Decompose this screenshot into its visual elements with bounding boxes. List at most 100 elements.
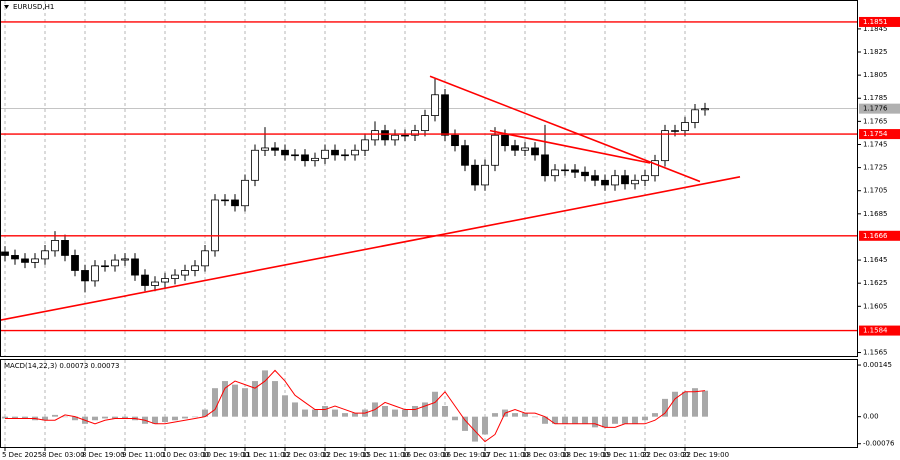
candle-body [611, 175, 619, 186]
menu-arrow [4, 5, 9, 9]
level-label: 1.1754 [863, 130, 888, 138]
candle-body [121, 258, 129, 261]
x-tick-label: 22 Dec 03:00 [642, 451, 689, 459]
macd-bar [102, 416, 108, 419]
candle-body [671, 130, 679, 132]
y-tick-label: 1.1565 [863, 349, 888, 357]
macd-bar [582, 416, 588, 424]
candle-body [301, 154, 309, 162]
macd-bar [462, 416, 468, 431]
macd-bar [112, 416, 118, 419]
macd-bar [122, 416, 128, 419]
candle-body [591, 175, 599, 181]
x-tick-label: 8 Dec 19:00 [82, 451, 125, 459]
candle-body [581, 171, 589, 177]
trend-line [489, 129, 651, 164]
candle-body [341, 154, 349, 157]
y-tick-label: 1.1645 [863, 256, 888, 264]
x-tick-label: 12 Dec 03:00 [282, 451, 329, 459]
macd-bar [232, 384, 238, 417]
candle-body [1, 251, 9, 256]
candle-body [701, 108, 709, 111]
level-label: 1.1851 [863, 18, 888, 26]
candle-body [161, 278, 169, 283]
macd-bar [242, 388, 248, 417]
candle-body [391, 134, 399, 141]
macd-bar [632, 416, 638, 424]
candle-body [471, 164, 479, 186]
macd-bar [602, 416, 608, 428]
macd-bar [442, 405, 448, 417]
x-tick-label: 16 Dec 03:00 [402, 451, 449, 459]
macd-bar [92, 416, 98, 421]
level-label: 1.1584 [863, 327, 888, 335]
candle-body [311, 157, 319, 162]
y-tick-label: -0.00076 [863, 440, 895, 448]
candle-body [451, 134, 459, 147]
candle-body [651, 160, 659, 177]
macd-bar [72, 416, 78, 421]
x-tick-label: 19 Dec 11:00 [602, 451, 649, 459]
macd-bar [492, 413, 498, 417]
macd-bar [702, 390, 708, 417]
macd-bar [412, 405, 418, 417]
macd-bar [572, 416, 578, 424]
candle-body [101, 265, 109, 268]
candle-body [541, 154, 549, 177]
macd-bar [382, 405, 388, 417]
candle-body [351, 149, 359, 156]
candle-body [481, 164, 489, 186]
candle-body [21, 258, 29, 263]
macd-bar [542, 416, 548, 424]
macd-bar [522, 413, 528, 417]
candle-body [201, 250, 209, 267]
macd-bar [22, 416, 28, 419]
macd-bar [672, 391, 678, 417]
candle-body [51, 240, 59, 252]
level-label-box [859, 325, 900, 336]
level-label-box [859, 16, 900, 27]
candle-body [621, 175, 629, 185]
candle-body [441, 94, 449, 136]
candle-body [381, 130, 389, 141]
y-tick-label: 1.1825 [863, 48, 888, 56]
macd-bar [452, 416, 458, 421]
y-tick-label: 1.1725 [863, 164, 888, 172]
macd-bar [12, 416, 18, 419]
candle-body [251, 149, 259, 181]
candle-body [431, 94, 439, 116]
y-tick-label: 1.1745 [863, 140, 888, 148]
macd-bar [392, 409, 398, 417]
candle-body [291, 154, 299, 157]
macd-bar [202, 409, 208, 417]
candle-body [331, 149, 339, 156]
candle-body [111, 259, 119, 267]
macd-bar [292, 402, 298, 417]
macd-bar [222, 381, 228, 417]
candle-body [461, 145, 469, 166]
macd-bar [512, 413, 518, 417]
candle-body [91, 265, 99, 282]
macd-bar [422, 402, 428, 417]
x-tick-label: 12 Dec 19:00 [322, 451, 369, 459]
candle-body [571, 169, 579, 173]
y-tick-label: 1.1685 [863, 210, 888, 218]
macd-bar [162, 416, 168, 423]
candle-body [601, 179, 609, 186]
macd-bar [182, 416, 188, 419]
macd-bar [482, 416, 488, 435]
candle-body [631, 179, 639, 185]
macd-bar [312, 409, 318, 417]
y-tick-label: 0.00 [863, 413, 879, 421]
x-tick-label: 10 Dec 03:00 [162, 451, 209, 459]
macd-bar [402, 409, 408, 417]
candle-body [151, 281, 159, 286]
macd-bar [622, 416, 628, 424]
candle-body [641, 175, 649, 181]
x-tick-label: 22 Dec 19:00 [682, 451, 729, 459]
candle-body [131, 258, 139, 276]
candle-body [361, 139, 369, 151]
y-tick-label: 1.1765 [863, 117, 888, 125]
macd-bar [552, 416, 558, 424]
macd-bar [252, 381, 258, 417]
